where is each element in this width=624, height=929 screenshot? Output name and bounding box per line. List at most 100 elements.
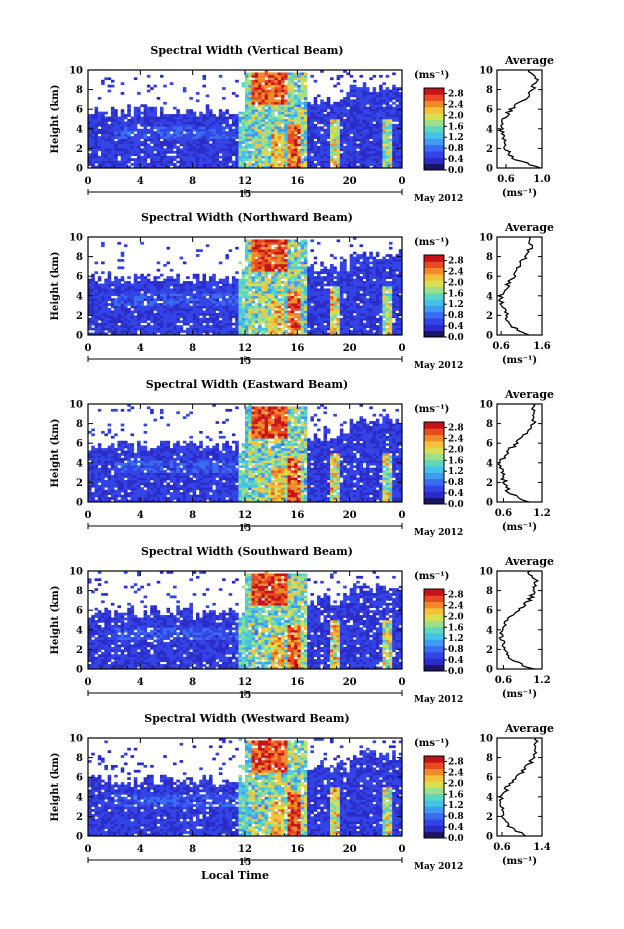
heatmap-cell [284,315,288,319]
heatmap-cell [169,281,174,284]
heatmap-cell [254,288,259,292]
heatmap-cell [290,145,295,149]
heatmap-cell [251,281,256,284]
heatmap-cell [366,143,370,147]
heatmap-cell [261,273,265,277]
heatmap-cell [251,111,256,115]
heatmap-cell [274,133,279,137]
heatmap-cell [143,281,148,284]
heatmap-cell [280,308,285,311]
heatmap-cell [277,155,282,159]
heatmap-cell [176,128,180,132]
heatmap-cell [254,153,259,157]
colorbar-swatch [424,106,444,114]
heatmap-cell [307,268,311,272]
heatmap-cell [251,96,256,100]
heatmap-cell [182,119,187,122]
heatmap-cell [274,123,279,127]
heatmap-cell [159,332,164,336]
heatmap-cell [199,295,203,299]
heatmap-cell [316,305,321,309]
heatmap-cell [159,128,164,132]
heatmap-cell [352,150,357,154]
heatmap-cell [313,106,318,110]
x-tick-label: 0 [399,176,406,187]
heatmap-cell [284,109,288,112]
heatmap-cell [186,290,190,294]
heatmap-cell [235,128,239,132]
heatmap-cell [123,308,128,311]
heatmap-cell [300,114,305,117]
heatmap-cell [209,158,213,161]
heatmap-cell [251,322,256,326]
heatmap-cell [280,87,285,90]
heatmap-cell [123,163,128,166]
heatmap-cell [307,106,311,110]
heatmap-cell [320,330,324,333]
heatmap-cell [307,298,311,301]
heatmap-cell [222,330,226,333]
heatmap-cell [215,128,220,132]
heatmap-cell [159,116,164,120]
heatmap-cell [91,300,95,304]
heatmap-cell [179,305,184,309]
heatmap-cell [326,325,331,328]
heatmap-cell [209,293,213,297]
heatmap-cell [362,153,367,157]
heatmap-cell [267,295,272,299]
heatmap-cell [336,123,341,127]
heatmap-cell [280,286,285,289]
heatmap-cell [300,312,305,316]
heatmap-cell [290,300,295,304]
heatmap-cell [287,145,292,149]
heatmap-cell [261,145,265,149]
heatmap-cell [307,330,311,333]
heatmap-cell [336,160,341,164]
heatmap-cell [202,310,207,314]
heatmap-cell [303,111,308,115]
heatmap-cell [120,288,125,292]
heatmap-cell [375,114,380,117]
heatmap-cell [245,239,249,243]
heatmap-cell [202,300,207,304]
heatmap-cell [379,89,383,93]
heatmap-cell [205,158,210,161]
heatmap-cell [323,153,328,157]
heatmap-cell [215,327,220,331]
heatmap-cell [235,145,239,149]
heatmap-cell [225,312,229,316]
heatmap-cell [297,72,301,76]
heatmap-cell [267,106,272,110]
heatmap-cell [97,119,102,122]
heatmap-cell [248,150,252,154]
heatmap-cell [245,241,249,245]
heatmap-cell [94,143,99,147]
heatmap-cell [228,114,233,117]
heatmap-cell [307,150,311,154]
heatmap-cell [372,123,377,127]
heatmap-cell [245,111,249,115]
heatmap-cell [238,121,243,125]
heatmap-cell [120,143,125,147]
heatmap-cell [290,312,295,316]
heatmap-cell [349,116,354,120]
heatmap-cell [228,300,233,304]
heatmap-cell [280,128,285,132]
heatmap-cell [310,327,314,331]
heatmap-cell [267,283,272,287]
heatmap-cell [326,116,331,120]
heatmap-cell [280,330,285,333]
heatmap-cell [176,131,180,134]
heatmap-cell [238,286,243,289]
heatmap-cell [274,266,279,270]
heatmap-cell [274,288,279,292]
heatmap-cell [114,317,118,321]
heatmap-cell [146,150,151,154]
heatmap-cell [110,312,115,316]
heatmap-cell [251,244,256,248]
heatmap-cell [264,116,269,120]
heatmap-cell [137,133,141,137]
heatmap-cell [339,111,344,115]
heatmap-cell [336,138,341,142]
heatmap-cell [225,116,229,120]
